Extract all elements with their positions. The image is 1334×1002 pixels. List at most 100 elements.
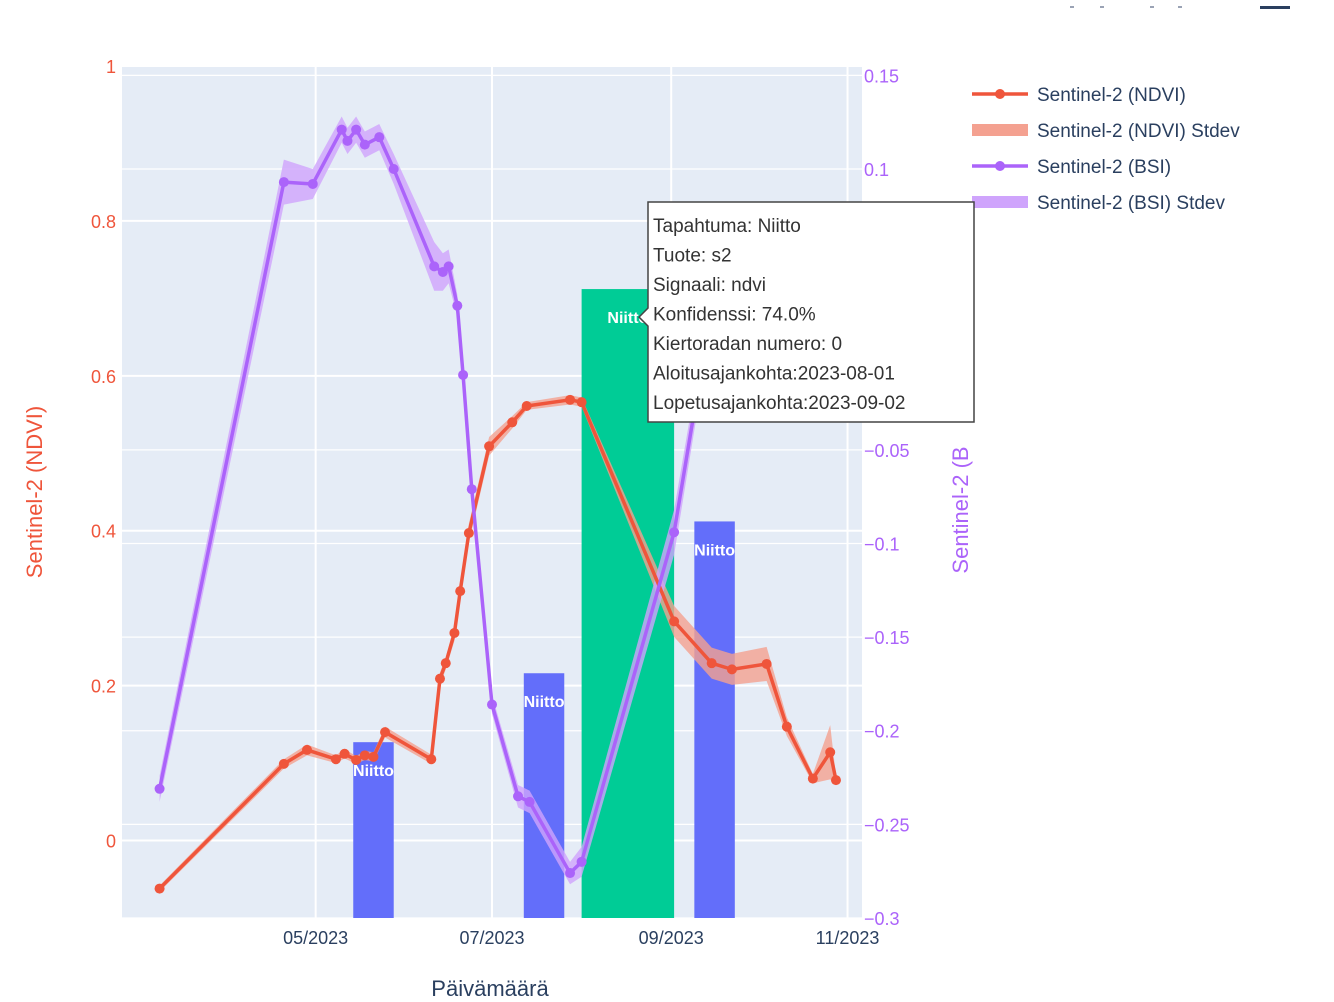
ndvi-point[interactable] xyxy=(726,664,737,675)
zoom-icon[interactable] xyxy=(1070,6,1074,8)
ndvi-point[interactable] xyxy=(330,754,341,765)
plotly-logo-icon[interactable] xyxy=(1260,6,1290,9)
ndvi-point[interactable] xyxy=(368,751,379,762)
ndvi-point[interactable] xyxy=(706,658,717,669)
bsi-point[interactable] xyxy=(359,139,370,150)
bsi-point[interactable] xyxy=(429,261,440,272)
ndvi-point[interactable] xyxy=(521,401,532,412)
bsi-point[interactable] xyxy=(576,856,587,867)
y2-tick-label: −0.1 xyxy=(864,534,900,554)
event-bar-label: Niitto xyxy=(353,763,394,780)
ndvi-point[interactable] xyxy=(484,441,495,452)
bsi-point[interactable] xyxy=(458,369,469,380)
ndvi-point[interactable] xyxy=(825,747,836,758)
y-tick-label: 0.6 xyxy=(91,367,116,387)
ndvi-point[interactable] xyxy=(761,658,772,669)
ndvi-point[interactable] xyxy=(426,754,437,765)
y-tick-label: 1 xyxy=(106,57,116,77)
ndvi-point[interactable] xyxy=(380,727,391,738)
tooltip-line: Tuote: s2 xyxy=(653,246,732,267)
axes: Sentinel-2 (NDVI) Sentinel-2 (B Päivämää… xyxy=(22,57,973,1001)
legend-label: Sentinel-2 (BSI) Stdev xyxy=(1037,193,1225,214)
ndvi-point[interactable] xyxy=(507,417,518,428)
bsi-point[interactable] xyxy=(336,124,347,135)
tooltip-line: Lopetusajankohta:2023-09-02 xyxy=(653,393,905,414)
y2-axis-title: Sentinel-2 (B xyxy=(948,446,973,573)
y-tick-label: 0.8 xyxy=(91,212,116,232)
y-tick-label: 0.2 xyxy=(91,677,116,697)
ndvi-point[interactable] xyxy=(807,773,818,784)
y2-tick-label: −0.2 xyxy=(864,722,900,742)
bsi-point[interactable] xyxy=(565,868,576,879)
bsi-point[interactable] xyxy=(388,163,399,174)
y-axis-title: Sentinel-2 (NDVI) xyxy=(22,406,47,578)
bsi-point[interactable] xyxy=(278,177,289,188)
legend-item[interactable]: Sentinel-2 (NDVI) xyxy=(972,85,1186,106)
bsi-point[interactable] xyxy=(342,135,353,146)
ndvi-point[interactable] xyxy=(434,673,445,684)
tooltip-line: Tapahtuma: Niitto xyxy=(653,216,801,237)
chart-modebar[interactable] xyxy=(1060,0,1300,12)
legend-label: Sentinel-2 (NDVI) Stdev xyxy=(1037,121,1240,142)
ndvi-point[interactable] xyxy=(669,616,680,627)
y-tick-label: 0 xyxy=(106,832,116,852)
ndvi-point[interactable] xyxy=(154,883,165,894)
ndvi-point[interactable] xyxy=(830,775,841,786)
hover-tooltip: Tapahtuma: Niitto Tuote: s2 Signaali: ndvi… xyxy=(637,201,975,423)
legend-marker-swatch xyxy=(995,89,1005,99)
ndvi-point[interactable] xyxy=(455,586,466,597)
y2-tick-label: −0.05 xyxy=(864,441,910,461)
ndvi-stdev-band xyxy=(159,395,836,892)
x-tick-label: 11/2023 xyxy=(816,928,880,948)
event-bar[interactable] xyxy=(694,521,735,918)
legend-item[interactable]: Sentinel-2 (BSI) Stdev xyxy=(972,193,1225,214)
x-tick-label: 09/2023 xyxy=(639,928,704,948)
ndvi-point[interactable] xyxy=(463,528,474,539)
pan-icon[interactable] xyxy=(1100,6,1104,8)
legend-label: Sentinel-2 (NDVI) xyxy=(1037,85,1186,106)
y2-tick-label: −0.15 xyxy=(864,628,910,648)
tooltip-frame xyxy=(637,201,975,423)
legend-item[interactable]: Sentinel-2 (BSI) xyxy=(972,157,1171,178)
tooltip-line: Signaali: ndvi xyxy=(653,275,766,296)
legend-band-swatch xyxy=(972,196,1028,208)
y2-tick-label: −0.25 xyxy=(864,815,910,835)
bsi-point[interactable] xyxy=(487,699,497,710)
ndvi-point[interactable] xyxy=(351,754,362,765)
x-tick-label: 05/2023 xyxy=(283,928,348,948)
y2-tick-label: −0.3 xyxy=(864,909,900,929)
event-bar[interactable] xyxy=(353,742,394,918)
bsi-point[interactable] xyxy=(513,791,524,802)
bsi-point[interactable] xyxy=(452,300,463,311)
tooltip-line: Aloitusajankohta:2023-08-01 xyxy=(653,364,895,385)
ndvi-point[interactable] xyxy=(440,658,451,669)
ndvi-point[interactable] xyxy=(576,397,587,408)
legend-label: Sentinel-2 (BSI) xyxy=(1037,157,1171,178)
reset-axes-icon[interactable] xyxy=(1178,6,1182,8)
ndvi-point[interactable] xyxy=(449,627,460,638)
y2-tick-label: 0.1 xyxy=(864,160,889,180)
bsi-point[interactable] xyxy=(466,484,477,495)
legend-band-swatch xyxy=(972,124,1028,136)
bsi-point[interactable] xyxy=(669,527,680,538)
bsi-point[interactable] xyxy=(351,124,362,135)
tooltip-line: Konfidenssi: 74.0% xyxy=(653,305,816,326)
tooltip-box: Tapahtuma: Niitto Tuote: s2 Signaali: ndvi… xyxy=(637,201,975,423)
ndvi-point[interactable] xyxy=(359,750,370,761)
legend[interactable]: Sentinel-2 (NDVI) Sentinel-2 (NDVI) Stdev… xyxy=(972,85,1240,214)
bsi-point[interactable] xyxy=(374,132,385,143)
bsi-point[interactable] xyxy=(307,178,318,189)
event-bar-label: Niitto xyxy=(694,542,735,559)
ndvi-point[interactable] xyxy=(565,394,576,405)
ndvi-point[interactable] xyxy=(781,721,792,732)
event-labels: Niitto Niitto Niitto Niitto xyxy=(353,310,735,780)
ndvi-point[interactable] xyxy=(339,748,350,759)
bsi-point[interactable] xyxy=(524,796,535,807)
autoscale-icon[interactable] xyxy=(1150,6,1154,8)
ndvi-point[interactable] xyxy=(302,744,312,755)
legend-item[interactable]: Sentinel-2 (NDVI) Stdev xyxy=(972,121,1240,142)
bsi-point[interactable] xyxy=(443,261,454,272)
ndvi-point[interactable] xyxy=(278,758,289,769)
bsi-point[interactable] xyxy=(154,783,165,794)
